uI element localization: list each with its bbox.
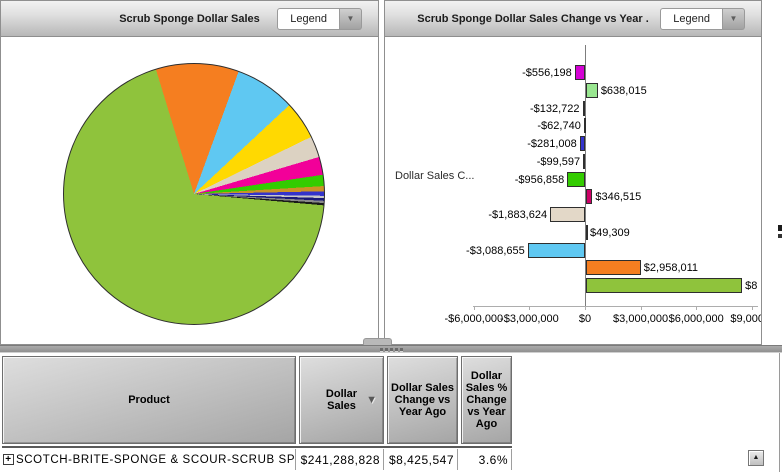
horizontal-splitter[interactable] <box>0 345 782 353</box>
bar-segment[interactable] <box>583 154 586 169</box>
splitter-grip-dot <box>389 347 393 351</box>
bar-segment[interactable] <box>586 83 598 98</box>
table-row: + SCOTCH-BRITE-SPONGE & SCOUR-SCRUB SPON… <box>2 446 512 470</box>
splitter-grip-dot <box>394 347 398 351</box>
pane-border <box>779 353 780 472</box>
data-grid: Product Dollar Sales ▼ Dollar Sales Chan… <box>2 356 512 470</box>
pie-panel-title: Scrub Sponge Dollar Sales <box>119 12 260 25</box>
legend-dropdown-label[interactable]: Legend <box>660 8 723 30</box>
bar-value-label: $638,015 <box>600 84 647 97</box>
bar-value-label: -$281,008 <box>527 137 577 150</box>
chevron-down-icon[interactable]: ▼ <box>340 8 362 30</box>
dollar-sales-cell: $241,288,828 <box>299 449 384 470</box>
x-axis-line <box>473 306 758 307</box>
bar-segment[interactable] <box>586 189 593 204</box>
bar-segment[interactable] <box>582 101 585 116</box>
chevron-down-icon[interactable]: ▼ <box>723 8 745 30</box>
change-cell: $8,425,547 <box>387 449 458 470</box>
pie-panel: Scrub Sponge Dollar Sales Legend ▼ <box>0 0 379 345</box>
bar-value-label: $346,515 <box>595 190 642 203</box>
bar-segment[interactable] <box>574 65 585 80</box>
bar-value-label: $8 <box>745 279 758 292</box>
bar-value-label: -$62,740 <box>537 119 581 132</box>
column-header-pct-change[interactable]: Dollar Sales % Change vs Year Ago <box>461 356 512 444</box>
bar-chart-area: Dollar Sales C... -$556,198 $638,015 -$132… <box>385 37 761 344</box>
legend-dropdown-label[interactable]: Legend <box>277 8 340 30</box>
column-header-dollar-sales[interactable]: Dollar Sales ▼ <box>299 356 384 444</box>
x-axis-tick-label: $6,000,000 <box>668 313 724 325</box>
x-axis-tick-mark <box>640 306 642 310</box>
splitter-grip-dot <box>379 347 383 351</box>
x-axis-tick-mark <box>473 306 475 310</box>
bar-chart: Dollar Sales C... -$556,198 $638,015 -$132… <box>385 37 761 344</box>
grid-pane: Product Dollar Sales ▼ Dollar Sales Chan… <box>0 353 780 472</box>
x-axis-tick-label: -$6,000,000 <box>444 313 504 325</box>
clipped-edge-fragment <box>778 225 782 231</box>
x-axis-tick-label: $0 <box>578 313 592 325</box>
x-axis-tick-label: $9,000,0 <box>730 313 761 325</box>
legend-dropdown[interactable]: Legend ▼ <box>277 8 362 30</box>
pie-chart-area <box>1 37 378 344</box>
bar-value-label: -$99,597 <box>536 155 581 168</box>
sort-desc-icon[interactable]: ▼ <box>366 394 377 406</box>
bar-segment[interactable] <box>583 118 586 133</box>
bar-panel-title: Scrub Sponge Dollar Sales Change vs Year… <box>417 12 649 25</box>
product-cell: + SCOTCH-BRITE-SPONGE & SCOUR-SCRUB SPON… <box>2 449 296 470</box>
bar-value-label: -$956,858 <box>514 173 565 186</box>
bar-panel: Scrub Sponge Dollar Sales Change vs Year… <box>384 0 762 345</box>
x-axis-tick-label: $3,000,000 <box>613 313 669 325</box>
x-axis-tick-mark <box>585 306 586 310</box>
pct-change-cell: 3.6% <box>461 449 512 470</box>
x-axis-tick-mark <box>529 306 531 310</box>
bar-segment[interactable] <box>579 136 585 151</box>
bar-segment[interactable] <box>586 225 588 240</box>
bar-segment[interactable] <box>550 207 585 222</box>
pie-panel-header: Scrub Sponge Dollar Sales Legend ▼ <box>1 1 378 37</box>
product-name: SCOTCH-BRITE-SPONGE & SCOUR-SCRUB SPONGE <box>16 453 296 466</box>
bar-value-label: $2,958,011 <box>643 261 699 274</box>
splitter-grip-dot <box>399 347 403 351</box>
x-axis-tick-label: -$3,000,000 <box>500 313 559 325</box>
scroll-up-button[interactable]: ▲ <box>748 450 764 466</box>
column-header-product[interactable]: Product <box>2 356 296 444</box>
zero-axis-line <box>585 45 586 306</box>
x-axis-tick-mark <box>696 306 698 310</box>
bar-value-label: -$3,088,655 <box>466 244 525 257</box>
bar-value-label: -$1,883,624 <box>488 208 548 221</box>
grid-header-row: Product Dollar Sales ▼ Dollar Sales Chan… <box>2 356 512 444</box>
bar-value-label: $49,309 <box>590 226 630 239</box>
bar-value-label: -$556,198 <box>522 66 572 79</box>
bar-segment[interactable] <box>567 172 585 187</box>
y-axis-title: Dollar Sales C... <box>395 170 475 182</box>
splitter-grip-dot <box>384 347 388 351</box>
bar-segment[interactable] <box>586 278 743 293</box>
bar-panel-header: Scrub Sponge Dollar Sales Change vs Year… <box>385 1 761 37</box>
column-header-dollar-sales-change[interactable]: Dollar Sales Change vs Year Ago <box>387 356 458 444</box>
legend-dropdown[interactable]: Legend ▼ <box>660 8 745 30</box>
splitter-collapse-tab[interactable] <box>363 338 392 345</box>
expand-plus-icon[interactable]: + <box>3 454 14 465</box>
bar-segment[interactable] <box>527 243 585 258</box>
bar-value-label: -$132,722 <box>529 102 580 115</box>
pie-chart[interactable] <box>63 63 325 325</box>
bar-segment[interactable] <box>586 260 641 275</box>
x-axis-tick-mark <box>751 306 753 310</box>
clipped-edge-fragment <box>778 234 782 238</box>
